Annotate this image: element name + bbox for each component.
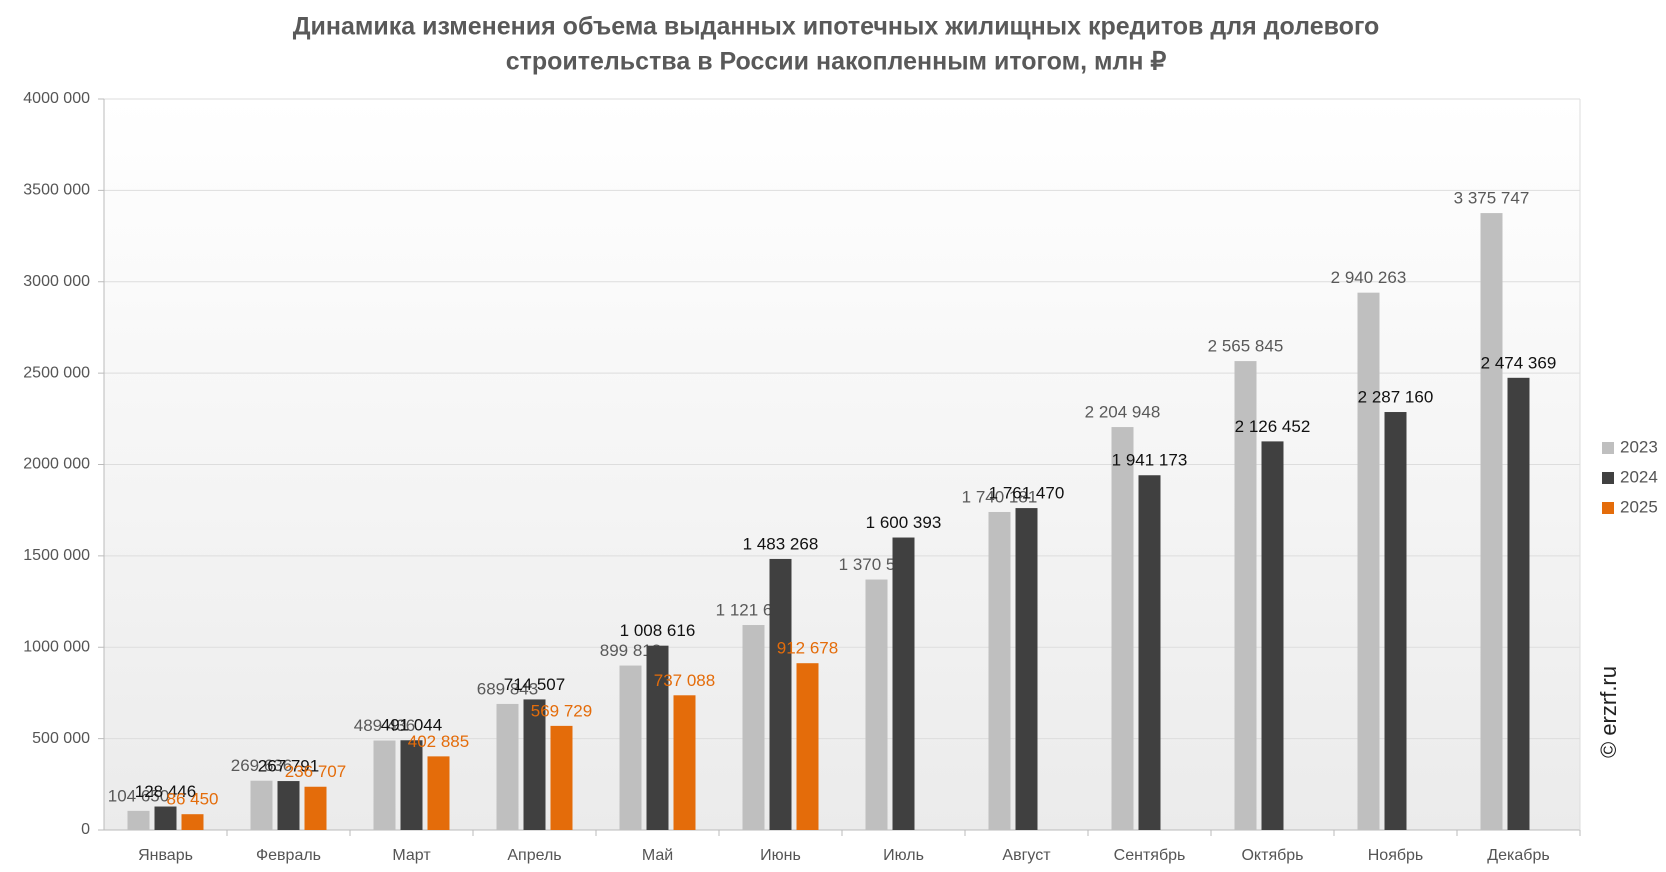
data-label: 1 008 616 (620, 621, 696, 640)
bar (1015, 508, 1038, 830)
data-label: 267 791 (258, 757, 319, 776)
bar (769, 558, 792, 830)
watermark: © erzrf.ru (1596, 666, 1621, 758)
data-label: 1 761 470 (989, 484, 1065, 503)
bar (1480, 213, 1503, 831)
bar (796, 663, 819, 830)
y-tick-label: 2000 000 (23, 456, 90, 473)
bar (523, 699, 546, 830)
x-tick-label: Январь (138, 847, 193, 864)
data-label: 86 450 (167, 790, 219, 809)
data-label: 491 044 (381, 716, 442, 735)
data-label: 1 941 173 (1112, 451, 1188, 470)
y-tick-label: 2500 000 (23, 364, 90, 381)
chart-title: Динамика изменения объема выданных ипоте… (293, 13, 1380, 41)
bar (673, 695, 696, 830)
data-label: 689 843 (477, 679, 538, 698)
bar (496, 703, 519, 830)
x-tick-label: Октябрь (1241, 847, 1303, 864)
bar (1111, 427, 1134, 830)
data-label: 714 507 (504, 675, 565, 694)
y-tick-label: 4000 000 (23, 90, 90, 107)
data-label: 569 729 (531, 701, 592, 720)
legend-label: 2024 (1620, 467, 1658, 486)
bar (181, 814, 204, 830)
bar (742, 625, 765, 830)
bar (304, 786, 327, 830)
bar (1357, 292, 1380, 830)
bar (1234, 361, 1257, 830)
bar (865, 579, 888, 830)
bar (277, 781, 300, 830)
bar (1384, 412, 1407, 830)
data-label: 2 940 263 (1331, 268, 1407, 287)
data-label: 2 204 948 (1085, 403, 1161, 422)
legend-label: 2025 (1620, 497, 1658, 516)
y-tick-label: 1500 000 (23, 547, 90, 564)
data-label: 899 818 (600, 641, 661, 660)
data-label: 402 885 (408, 732, 469, 751)
data-label: 236 707 (285, 762, 346, 781)
y-tick-label: 0 (81, 821, 90, 838)
x-tick-label: Февраль (256, 847, 321, 864)
x-tick-label: Июль (883, 847, 924, 864)
data-label: 489 436 (354, 716, 415, 735)
x-tick-label: Август (1002, 847, 1051, 864)
bar (427, 756, 450, 830)
x-tick-label: Июнь (760, 847, 801, 864)
data-label: 2 565 845 (1208, 337, 1284, 356)
x-tick-label: Сентябрь (1114, 847, 1186, 864)
data-label: 2 287 160 (1358, 388, 1434, 407)
bar (1138, 475, 1161, 830)
x-tick-label: Декабрь (1487, 847, 1549, 864)
bar (1507, 377, 1530, 830)
chart-title: строительства в России накопленным итого… (506, 48, 1167, 76)
x-tick-label: Ноябрь (1368, 847, 1424, 864)
bar (646, 645, 669, 830)
legend-label: 2023 (1620, 437, 1658, 456)
bar (892, 537, 915, 830)
bar (400, 740, 423, 830)
data-label: 2 126 452 (1235, 417, 1311, 436)
bar (154, 806, 177, 830)
bar (250, 780, 273, 830)
x-tick-label: Май (642, 847, 673, 864)
bar (619, 665, 642, 830)
bar (988, 511, 1011, 830)
data-label: 1 740 181 (962, 487, 1038, 506)
y-tick-label: 3000 000 (23, 273, 90, 290)
x-tick-label: Апрель (507, 847, 561, 864)
y-tick-label: 3500 000 (23, 182, 90, 199)
data-label: 912 678 (777, 639, 838, 658)
bar (373, 740, 396, 830)
data-label: 269 636 (231, 756, 292, 775)
legend-swatch (1602, 442, 1614, 454)
x-tick-label: Март (392, 847, 431, 864)
legend-swatch (1602, 472, 1614, 484)
data-label: 2 474 369 (1481, 353, 1557, 372)
bar (127, 810, 150, 830)
data-label: 128 446 (135, 782, 196, 801)
bar (1261, 441, 1284, 830)
y-tick-label: 1000 000 (23, 638, 90, 655)
bar (550, 725, 573, 830)
data-label: 104 650 (108, 786, 169, 805)
legend-swatch (1602, 502, 1614, 514)
y-tick-label: 500 000 (32, 730, 90, 747)
data-label: 1 483 268 (743, 534, 819, 553)
data-label: 1 600 393 (866, 513, 942, 532)
data-label: 3 375 747 (1454, 189, 1530, 208)
data-label: 737 088 (654, 671, 715, 690)
